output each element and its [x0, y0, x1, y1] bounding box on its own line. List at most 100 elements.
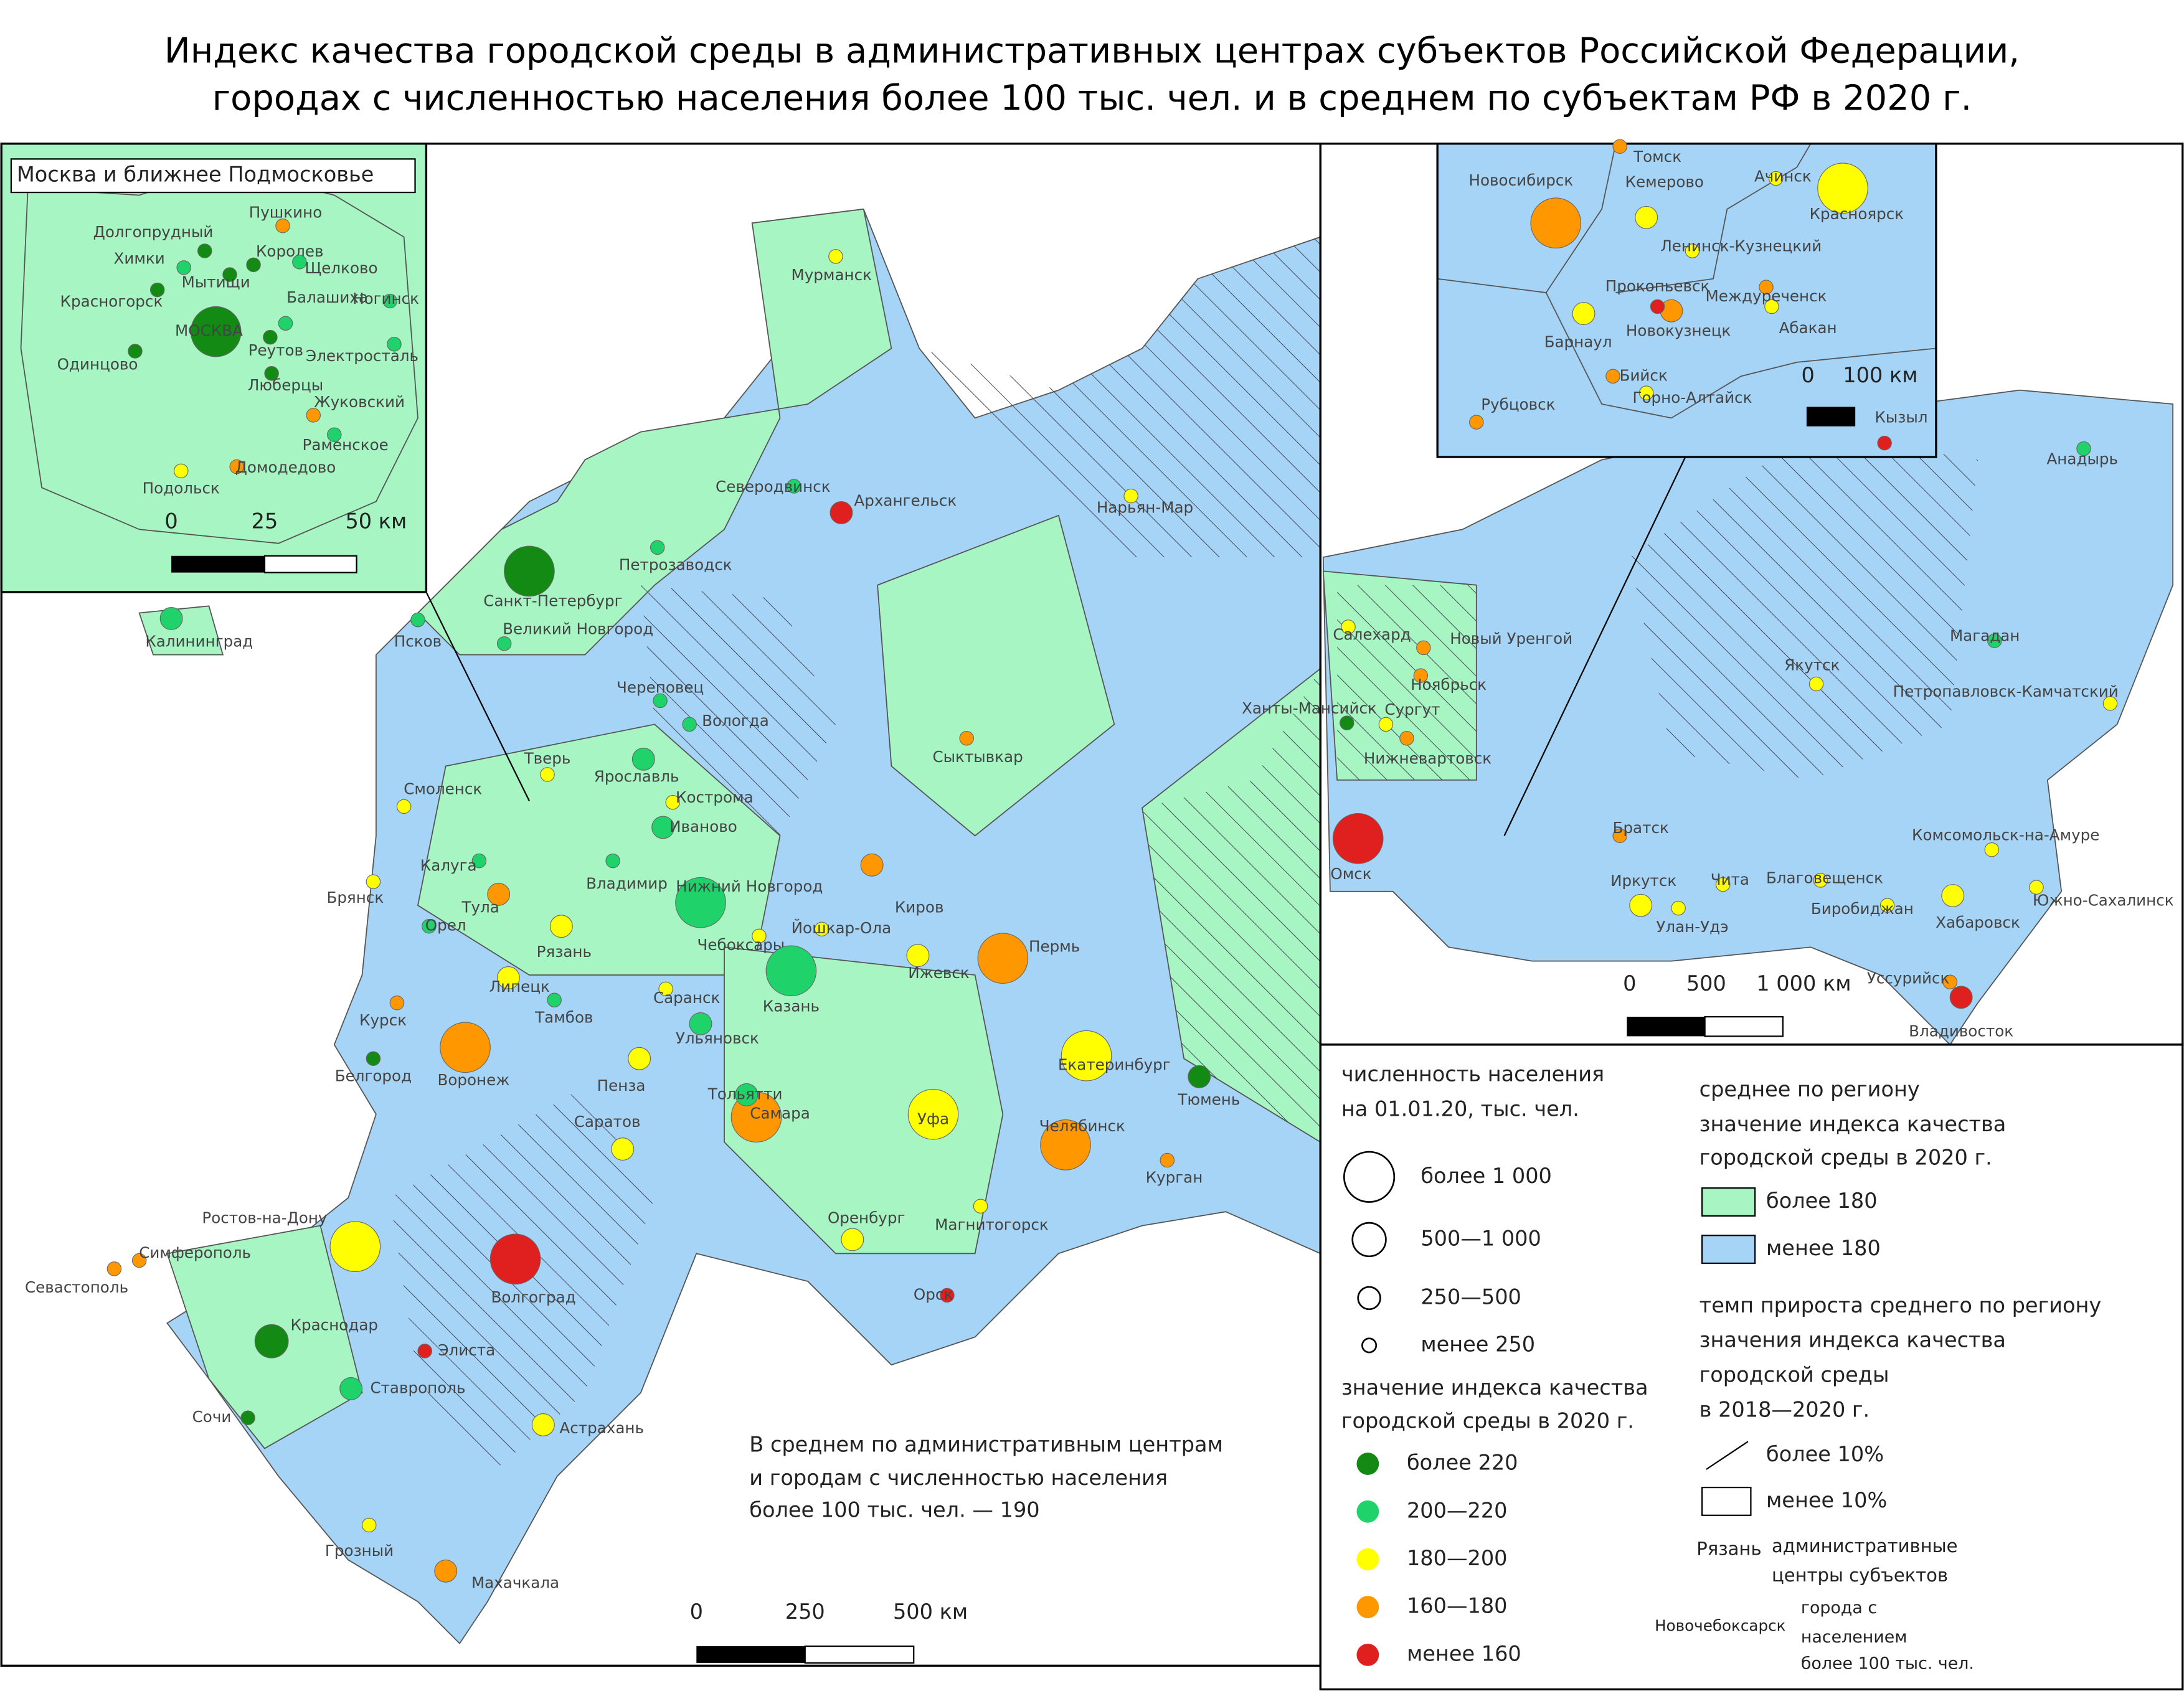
- city-label: Липецк: [489, 977, 550, 996]
- city-label: Якутск: [1784, 656, 1840, 674]
- city-label: Братск: [1613, 819, 1669, 837]
- city-marker: [410, 612, 425, 628]
- city-marker: [159, 606, 183, 630]
- city-label: Ноябрьск: [1411, 676, 1487, 694]
- city-marker: [327, 427, 342, 442]
- city-marker: [417, 1344, 432, 1359]
- city-label: Тверь: [524, 749, 571, 767]
- city-label: Санкт-Петербург: [483, 592, 622, 610]
- city-marker: [496, 966, 520, 989]
- city-marker: [1759, 280, 1774, 294]
- city-marker: [540, 767, 555, 782]
- city-marker: [650, 540, 665, 555]
- city-marker: [1188, 1065, 1211, 1088]
- legend: численность населения на 01.01.20, тыс. …: [1319, 1043, 2184, 1691]
- city-marker: [605, 853, 620, 869]
- city-label: Великий Новгород: [503, 619, 653, 638]
- city-label: Новосибирск: [1469, 171, 1574, 189]
- city-marker: [1160, 1152, 1175, 1168]
- city-label: Тамбов: [534, 1008, 593, 1026]
- legend-label: административные: [1772, 1535, 1958, 1557]
- city-marker: [828, 249, 843, 264]
- city-label: Калуга: [420, 857, 477, 875]
- legend-symbol: [1356, 1453, 1379, 1475]
- city-marker: [765, 945, 817, 997]
- city-label: Киров: [895, 898, 944, 916]
- legend-label: 500—1 000: [1421, 1226, 1541, 1250]
- city-marker: [2029, 880, 2044, 895]
- legend-symbol: [1351, 1222, 1387, 1258]
- region-border: [1437, 143, 1617, 294]
- city-marker: [682, 717, 697, 732]
- city-label: Мытищи: [182, 273, 250, 291]
- legend-label: города с: [1801, 1598, 1877, 1618]
- city-marker: [396, 799, 412, 814]
- scale-label: 50 км: [345, 509, 407, 534]
- city-marker: [292, 255, 307, 270]
- city-label: Саранск: [653, 989, 721, 1007]
- city-marker: [1332, 813, 1384, 864]
- city-label: Севастополь: [25, 1278, 128, 1296]
- city-label: Балашиха: [286, 288, 368, 306]
- city-marker: [959, 731, 974, 746]
- scale-bar: [1704, 1015, 1784, 1037]
- region-border: [1615, 143, 1812, 293]
- scale-label: 250: [785, 1599, 825, 1624]
- city-label: Кемерово: [1625, 172, 1704, 191]
- city-marker: [1341, 619, 1356, 634]
- legend-title: городской среды: [1699, 1363, 1889, 1387]
- city-label: Уфа: [917, 1110, 949, 1128]
- legend-title: среднее по региону: [1699, 1077, 1920, 1101]
- city-marker: [1399, 731, 1414, 746]
- city-marker: [2102, 696, 2118, 711]
- city-marker: [1817, 163, 1868, 214]
- city-label: Томск: [1633, 148, 1681, 166]
- city-marker: [907, 1088, 959, 1140]
- city-label: Архангельск: [854, 492, 957, 510]
- city-label: Белгород: [335, 1067, 412, 1085]
- city-marker: [651, 816, 675, 839]
- city-label: Ачинск: [1754, 167, 1812, 185]
- city-label: Иваново: [669, 817, 737, 836]
- city-marker: [106, 1261, 122, 1276]
- moscow-cities: МОСКВА Балашиха Химки Подольск Королев Мытищи…: [57, 204, 419, 497]
- city-marker: [278, 316, 293, 331]
- city-marker: [531, 1413, 555, 1436]
- city-marker: [361, 1517, 377, 1533]
- city-label: Щелково: [305, 259, 377, 277]
- city-marker: [549, 915, 573, 938]
- city-label: Ханты-Мансийск: [1242, 699, 1377, 717]
- legend-symbol: [1361, 1337, 1378, 1354]
- city-marker: [658, 981, 673, 997]
- city-label: Пермь: [1029, 937, 1080, 955]
- city-label: Пушкино: [249, 204, 323, 222]
- legend-swatch: [1701, 1187, 1756, 1217]
- city-label: Тюмень: [1177, 1090, 1240, 1108]
- main-map: 0 250 500 км В среднем по административн…: [0, 143, 1321, 1667]
- note: более 100 тыс. чел. — 190: [749, 1498, 1039, 1522]
- legend-label: 250—500: [1421, 1284, 1521, 1309]
- city-label: Курск: [359, 1011, 407, 1029]
- city-label: Горно-Алтайск: [1632, 389, 1752, 407]
- city-marker: [906, 944, 930, 968]
- city-label: Сочи: [192, 1408, 232, 1426]
- city-label: Самара: [750, 1105, 810, 1123]
- city-label: Салехард: [1333, 625, 1411, 643]
- city-label: Брянск: [326, 888, 384, 907]
- city-marker: [246, 257, 261, 273]
- legend-label: менее 160: [1407, 1641, 1521, 1665]
- scale-label: 0: [1801, 363, 1814, 387]
- scale-label: 0: [690, 1599, 703, 1624]
- city-marker: [329, 1221, 381, 1272]
- city-marker: [389, 995, 405, 1010]
- city-marker: [174, 463, 189, 479]
- scale-label: 500: [1686, 971, 1726, 996]
- city-marker: [1530, 197, 1582, 249]
- city-label: Грозный: [325, 1542, 394, 1560]
- city-label: Ленинск-Кузнецкий: [1660, 237, 1822, 255]
- city-marker: [1469, 415, 1484, 430]
- city-marker: [1123, 488, 1138, 504]
- city-marker: [1416, 640, 1431, 656]
- scale-label: 1 000 км: [1756, 971, 1851, 996]
- main-cities: Санкт-Петербург Великий Новгород Петрозаво…: [25, 249, 1240, 1591]
